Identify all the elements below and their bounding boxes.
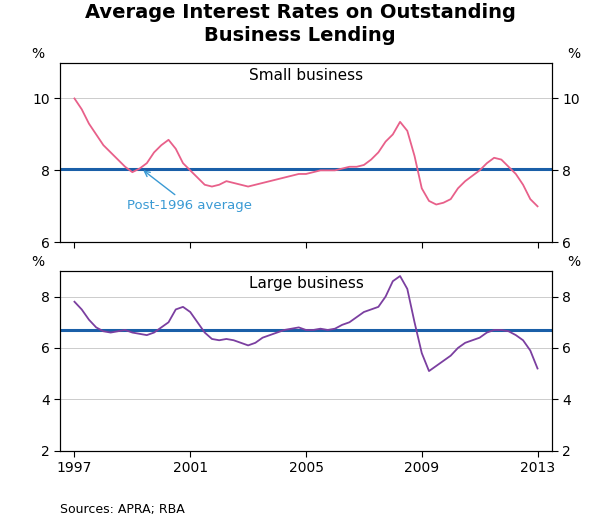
Text: %: % [31, 47, 44, 61]
Text: Post-1996 average: Post-1996 average [127, 171, 251, 212]
Text: %: % [568, 255, 581, 269]
Text: Small business: Small business [249, 68, 363, 83]
Text: Average Interest Rates on Outstanding
Business Lending: Average Interest Rates on Outstanding Bu… [85, 3, 515, 45]
Text: %: % [31, 255, 44, 269]
Text: Large business: Large business [248, 276, 364, 291]
Text: Sources: APRA; RBA: Sources: APRA; RBA [60, 503, 185, 516]
Text: %: % [568, 47, 581, 61]
